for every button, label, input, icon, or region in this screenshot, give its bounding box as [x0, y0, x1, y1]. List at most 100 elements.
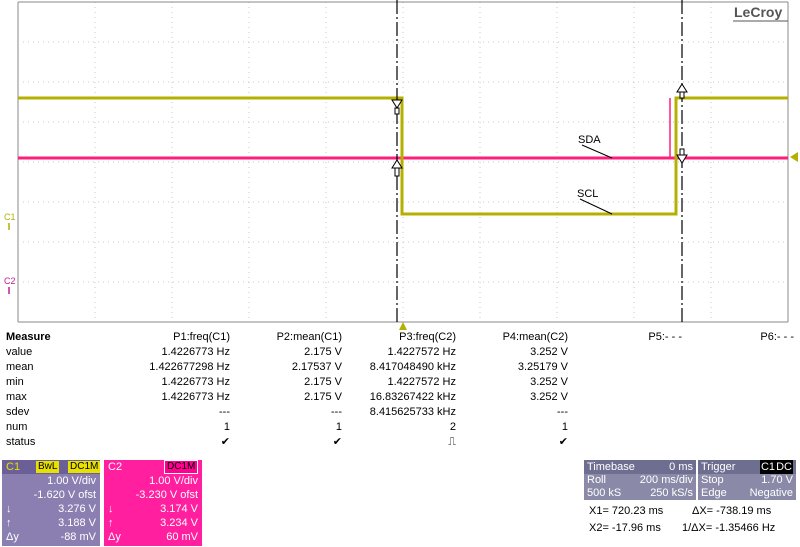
p1-header[interactable]: P1:freq(C1): [173, 331, 230, 343]
trigger-box[interactable]: Trigger C1 DC Stop 1.70 V Edge Negative: [698, 460, 796, 500]
cursor-x1-readout: X1= 720.23 ms: [589, 505, 664, 517]
sda-label: SDA: [578, 134, 601, 146]
c2-coupling-tag: DC1M: [164, 460, 199, 474]
c2-delta-y-value: 60 mV: [166, 531, 198, 543]
trigger-slope: Negative: [749, 487, 793, 499]
c1-name: C1: [6, 461, 21, 473]
measure-cell: 1: [561, 421, 568, 433]
measure-row: max 1.4226773 Hz 2.175 V 16.83267422 kHz 3.2…: [0, 390, 800, 405]
p6-header[interactable]: P6:- - -: [760, 331, 794, 343]
c1-trace: [18, 96, 788, 216]
measure-cell: 16.83267422 kHz: [369, 391, 456, 403]
measure-cell: 2.175 V: [304, 391, 342, 403]
c2-up-icon: ↑: [108, 517, 114, 529]
c1-offset: -1.620 V ofst: [33, 489, 96, 501]
measure-row: status ✔ ✔ ⎍ ✔: [0, 435, 800, 450]
timebase-box[interactable]: Timebase 0 ms Roll 200 ms/div 500 kS 250…: [584, 460, 696, 500]
trigger-level-icon[interactable]: [790, 152, 798, 162]
c1-coupling-tag: DC1M: [68, 461, 101, 473]
cursor-inv-dx-readout: 1/ΔX= -1.35466 Hz: [682, 522, 776, 534]
measure-cell: 3.25179 V: [517, 361, 568, 373]
measure-row: value 1.4226773 Hz 2.175 V 1.4227572 Hz 3.25…: [0, 345, 800, 360]
measure-cell: 1: [335, 421, 342, 433]
timebase-delay: 0 ms: [669, 461, 693, 473]
measure-cell: 2.175 V: [304, 346, 342, 358]
p2-header[interactable]: P2:mean(C1): [276, 331, 342, 343]
measure-cell: ⎍: [448, 436, 456, 448]
measure-cell: 8.415625733 kHz: [369, 406, 456, 418]
c2-ground-marker[interactable]: C2: [4, 276, 16, 286]
brand-logo: LeCroy: [734, 4, 782, 20]
measure-cell: 1.4226773 Hz: [161, 391, 231, 403]
c1-ground-marker[interactable]: C1: [4, 212, 16, 222]
measure-row-label: min: [6, 376, 24, 388]
c1-down-icon: ↓: [6, 503, 12, 515]
p4-header[interactable]: P4:mean(C2): [502, 331, 568, 343]
c2-down-icon: ↓: [108, 503, 114, 515]
c2-delta-icon: Δy: [108, 531, 121, 543]
timebase-mode: Roll: [587, 474, 606, 486]
cursor-x2-readout: X2= -17.96 ms: [589, 522, 661, 534]
measure-cell: ✔: [558, 436, 568, 448]
c2-vdiv: 1.00 V/div: [149, 475, 198, 487]
c1-bwl-tag: BwL: [36, 461, 60, 473]
measure-row-label: value: [6, 346, 33, 358]
measure-cell: 8.417048490 kHz: [369, 361, 456, 373]
measure-cell: 1.4226773 Hz: [161, 376, 231, 388]
measure-row-label: mean: [6, 361, 34, 373]
measure-title: Measure: [6, 331, 51, 343]
waveform-display[interactable]: SDA SCL LeCroy C1 C2: [0, 0, 800, 330]
timebase-samples: 500 kS: [587, 487, 622, 499]
measure-cell: 1: [223, 421, 230, 433]
measure-cell: 2: [449, 421, 456, 433]
cursor-arrow-icon: [391, 83, 688, 177]
measure-row-label: sdev: [6, 406, 30, 418]
c1-channel-box[interactable]: C1 BwL DC1M 1.00 V/div -1.620 V ofst ↓ 3.…: [2, 460, 101, 546]
measure-cell: ✔: [332, 436, 342, 448]
measure-header: Measure P1:freq(C1) P2:mean(C1) P3:freq(…: [0, 330, 800, 345]
c2-offset: -3.230 V ofst: [135, 489, 198, 501]
measure-row: min 1.4226773 Hz 2.175 V 1.4227572 Hz 3.252 …: [0, 375, 800, 390]
c1-delta-y-value: -88 mV: [60, 531, 96, 543]
measure-cell: 3.252 V: [530, 376, 568, 388]
sda-annotation: SDA: [578, 134, 613, 159]
measure-cell: 2.17537 V: [291, 361, 342, 373]
timebase-title: Timebase: [587, 461, 635, 473]
measure-cell: 1.4227572 Hz: [387, 376, 457, 388]
p5-header[interactable]: P5:- - -: [648, 331, 682, 343]
measure-row-label: num: [6, 421, 28, 433]
c2-cursor-up-value: 3.234 V: [160, 517, 198, 529]
c2-cursor-down-value: 3.174 V: [160, 503, 198, 515]
measure-cell: ---: [557, 406, 568, 418]
measure-cell: ---: [331, 406, 342, 418]
trigger-mode: Stop: [701, 474, 724, 486]
measure-row: mean 1.422677298 Hz 2.17537 V 8.417048490 k…: [0, 360, 800, 375]
timebase-rate: 250 kS/s: [650, 487, 693, 499]
measure-cell: 1.4227572 Hz: [387, 346, 457, 358]
c1-cursor-down-value: 3.276 V: [58, 503, 96, 515]
measure-row-label: max: [6, 391, 27, 403]
c1-up-icon: ↑: [6, 517, 12, 529]
scl-label: SCL: [577, 188, 598, 200]
trigger-time-icon[interactable]: [399, 322, 407, 330]
measure-cell: ---: [219, 406, 230, 418]
trigger-coupling-tag: DC: [775, 460, 793, 474]
p3-header[interactable]: P3:freq(C2): [399, 331, 456, 343]
trigger-title: Trigger: [701, 461, 736, 473]
trigger-source-tag: C1: [759, 460, 776, 474]
c2-channel-box[interactable]: C2 DC1M 1.00 V/div -3.230 V ofst ↓ 3.174 …: [104, 460, 202, 546]
c1-vdiv: 1.00 V/div: [47, 475, 96, 487]
c2-name: C2: [108, 461, 123, 473]
measure-row: sdev --- --- 8.415625733 kHz ---: [0, 405, 800, 420]
measure-cell: 3.252 V: [530, 391, 568, 403]
measure-cell: 3.252 V: [530, 346, 568, 358]
timebase-tdiv: 200 ms/div: [639, 474, 693, 486]
trigger-type: Edge: [701, 487, 727, 499]
measure-row-label: status: [6, 436, 36, 448]
measure-cell: 1.4226773 Hz: [161, 346, 231, 358]
measure-row: num 1 1 2 1: [0, 420, 800, 435]
c1-delta-icon: Δy: [6, 531, 19, 543]
measure-cell: 1.422677298 Hz: [149, 361, 230, 373]
measure-cell: ✔: [220, 436, 230, 448]
measure-cell: 2.175 V: [304, 376, 342, 388]
